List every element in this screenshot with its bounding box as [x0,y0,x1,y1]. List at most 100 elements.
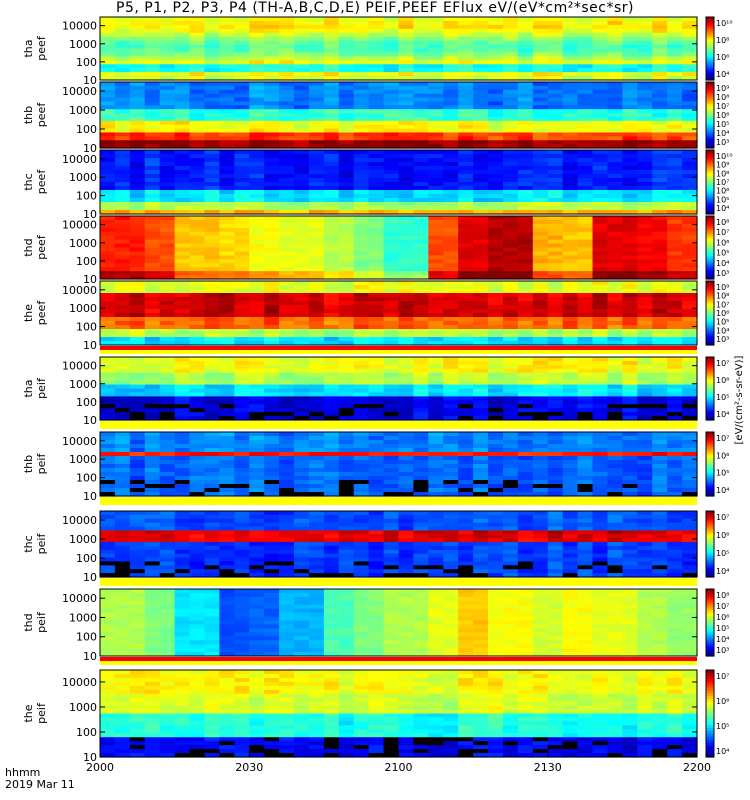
y-tick-label: 1000 [69,701,97,714]
panel-label: peef [35,102,48,128]
colorbar-tick-label: 10⁷ [716,602,729,611]
plot-frame [99,588,698,657]
panel-label: peef [35,300,48,326]
y-tick-label: 100 [76,726,97,739]
colorbar-tick-label: 10⁴ [716,567,729,576]
plot-frame [99,81,698,149]
panel-thb-peef: 10 100 1000 10000 thb peef 10⁹10⁸10⁷10⁶10⁵10⁴1… [22,81,729,155]
panel-thd-peif: 10 100 1000 10000 thd peif 10⁸ 10⁷ 10⁶ 10⁵ 10⁴ 10³ [22,588,729,663]
panel-label: thd [22,238,35,256]
y-tick-label: 100 [76,472,97,485]
colorbar-tick-label: 10⁷ [716,178,729,187]
colorbar-tick-label: 10⁵ [716,249,729,258]
panel-label: peef [35,35,48,61]
y-tick-label: 1000 [69,378,97,391]
y-tick-label: 100 [76,190,97,203]
separator-band [100,425,697,429]
colorbar-tick-label: 10⁶ [716,187,729,196]
colorbar-tick-label: 10⁴ [716,410,729,419]
plot-frame [99,356,698,421]
colorbar-tick-label: 10⁴ [716,747,729,756]
panel-label: peef [35,169,48,195]
y-tick-label: 10 [83,751,97,764]
y-tick-label: 10000 [62,592,97,605]
plot-frame [99,215,698,280]
y-tick-label: 10 [83,414,97,427]
colorbar-tick-label: 10⁴ [716,129,729,138]
panel-label: peef [35,234,48,260]
colorbar-tick-label: 10⁷ [716,300,729,309]
y-tick-label: 1000 [69,453,97,466]
y-tick-label: 100 [76,123,97,136]
y-tick-label: 10 [83,142,97,155]
separator-band [100,497,697,501]
colorbar: 10⁷ 10⁶ 10⁵ 10⁴ [705,431,729,497]
x-tick-label: 2030 [235,761,263,774]
y-tick-label: 10 [83,273,97,286]
y-tick-label: 10 [83,339,97,352]
y-tick-label: 100 [76,321,97,334]
separator-band [100,350,697,354]
colorbar-tick-label: 10⁵ [716,722,729,731]
y-tick-label: 10000 [62,435,97,448]
colorbar-tick-label: 10⁹ [716,161,729,170]
panel-label: peif [35,533,48,555]
colorbar-tick-label: 10⁴ [716,204,729,213]
y-tick-label: 10000 [62,20,97,33]
y-tick-label: 10 [83,571,97,584]
y-tick-label: 10000 [62,514,97,527]
x-tick-label: 2200 [683,761,711,774]
page-title: P5, P1, P2, P3, P4 (TH-A,B,C,D,E) PEIF,P… [116,0,634,16]
plot-frame [99,280,698,346]
y-tick-label: 10 [83,208,97,221]
colorbar-tick-label: 10⁵ [716,195,729,204]
colorbar-tick-label: 10⁶ [716,697,729,706]
y-tick-label: 10 [83,74,97,87]
colorbar-tick-label: 10⁸ [716,36,729,45]
colorbar: 10⁷ 10⁶ 10⁵ 10⁴ [705,669,729,758]
y-tick-label: 10000 [62,153,97,166]
colorbar-tick-label: 10⁶ [716,111,729,120]
colorbar-tick-label: 10⁶ [716,531,729,540]
panel-thc-peif: 10 100 1000 10000 thc peif 10⁷ 10⁶ 10⁵ 10⁴ [22,510,729,584]
colorbar-tick-label: 10⁹ [716,84,729,93]
colorbar-tick-label: 10⁸ [716,169,729,178]
colorbar-tick-label: 10⁴ [716,326,729,335]
date-label: 2019 Mar 11 [5,778,75,791]
y-tick-label: 10 [83,650,97,663]
panel-the-peif: 10 100 1000 10000 the peif 10⁷ 10⁶ 10⁵ 10⁴ [22,669,729,764]
colorbar-tick-label: 10⁶ [716,238,729,247]
y-tick-label: 100 [76,396,97,409]
panel-thc-peef: 10 100 1000 10000 thc peef 10¹⁰10⁹10⁸10⁷10⁶10⁵… [22,149,733,221]
y-tick-label: 10000 [62,85,97,98]
panel-tha-peif: 10 100 1000 10000 tha peif 10⁷ 10⁶ 10⁵ 10⁴ [22,356,729,427]
panel-label: tha [22,39,35,57]
y-tick-label: 1000 [69,611,97,624]
colorbar-tick-label: 10⁵ [716,393,729,402]
panel-label: thc [22,535,35,552]
colorbar-tick-label: 10³ [716,335,729,344]
colorbar-tick-label: 10⁸ [716,218,729,227]
panel-the-peef: 10 100 1000 10000 the peef 10⁹10⁸10⁷10⁶10⁵10⁴1… [22,280,729,352]
colorbar-tick-label: 10⁶ [716,451,729,460]
colorbar-tick-label: 10⁴ [716,635,729,644]
x-tick-label: 2100 [385,761,413,774]
colorbar-tick-label: 10⁸ [716,93,729,102]
panel-label: peif [35,377,48,399]
y-tick-label: 100 [76,56,97,69]
colorbar-tick-label: 10⁵ [716,469,729,478]
y-tick-label: 1000 [69,237,97,250]
colorbar-tick-label: 10⁷ [716,102,729,111]
separator-band [100,501,697,505]
colorbar-tick-label: 10⁸ [716,292,729,301]
colorbar-tick-label: 10⁵ [716,120,729,129]
panel-label: peif [35,453,48,475]
colorbar-tick-label: 10¹⁰ [716,19,733,28]
separator-band [100,421,697,425]
colorbar-tick-label: 10⁴ [716,259,729,268]
